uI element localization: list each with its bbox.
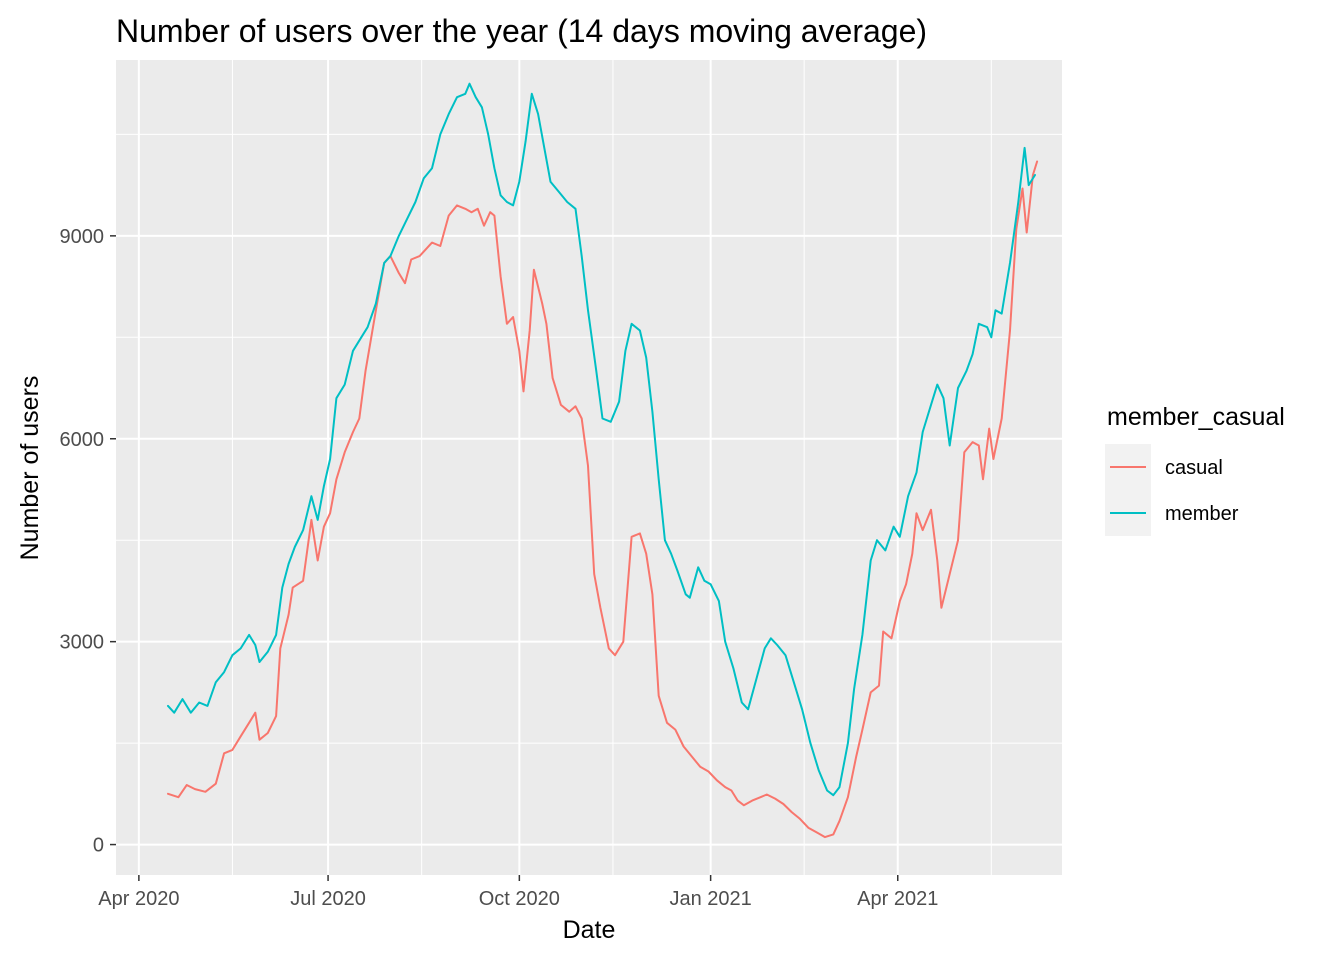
legend-label-casual: casual [1165,457,1223,479]
legend-title: member_casual [1107,403,1285,431]
legend-label-member: member [1165,503,1239,525]
axes: 0 3000 6000 9000 Apr 2020 Jul 2020 Oct 2020 Jan… [60,226,939,910]
y-axis-title: Number of users [16,376,44,561]
y-tick-label: 6000 [60,429,105,451]
y-tick-label: 0 [93,835,104,857]
y-tick-label: 9000 [60,226,105,248]
x-tick-label: Jul 2020 [290,888,366,910]
x-tick-label: Jan 2021 [669,888,751,910]
chart-title: Number of users over the year (14 days m… [116,13,927,49]
x-tick-label: Apr 2021 [857,888,938,910]
x-axis-title: Date [563,916,616,944]
x-tick-label: Apr 2020 [98,888,179,910]
legend-keys: casual member [1105,444,1239,536]
y-tick-label: 3000 [60,632,105,654]
series-lines [167,82,1039,839]
legend: member_casual casual member [1105,403,1285,536]
series-line-member [167,82,1036,797]
series-line-casual [167,160,1039,839]
x-tick-label: Oct 2020 [479,888,560,910]
